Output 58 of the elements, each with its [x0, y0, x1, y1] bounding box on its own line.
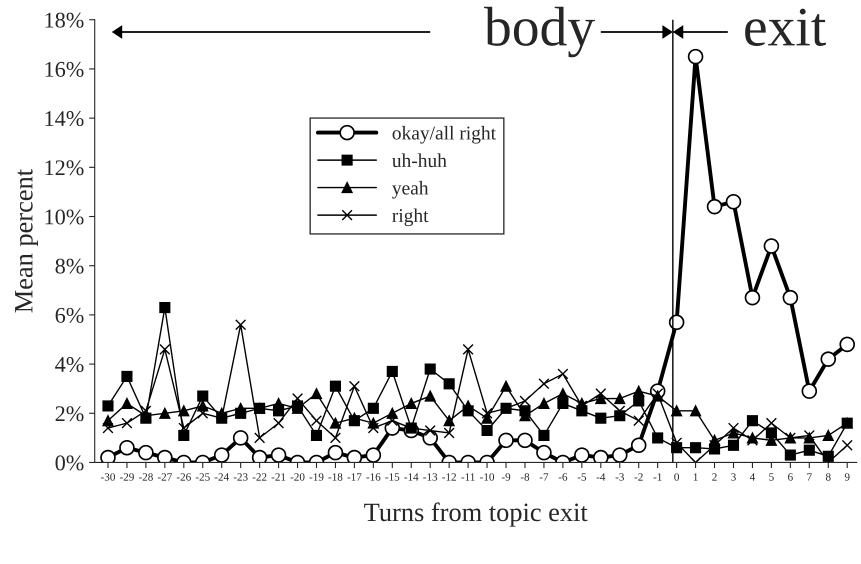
x-tick-label: -29	[120, 473, 134, 481]
legend-label: yeah	[392, 180, 428, 199]
x-tick-label: 1	[694, 473, 698, 481]
x-tick-label: -16	[366, 473, 380, 481]
y-tick-label: 16%	[46, 62, 84, 77]
y-tick-label: 0%	[56, 455, 84, 470]
x-tick-label: -24	[214, 473, 229, 481]
legend-label: right	[392, 208, 428, 226]
x-tick-label: 0	[674, 473, 679, 481]
x-tick-label: -4	[596, 473, 606, 481]
x-axis-title: Turns from topic exit	[364, 502, 588, 527]
x-tick-label: -19	[309, 473, 324, 481]
x-tick-label: -20	[290, 473, 305, 481]
x-tick-label: -11	[461, 473, 475, 481]
x-tick-label: -25	[196, 473, 210, 481]
x-tick-label: -12	[442, 473, 456, 481]
x-tick-label: 7	[807, 473, 812, 481]
x-tick-label: -17	[347, 473, 362, 481]
y-tick-label: 2%	[56, 406, 84, 422]
y-tick-label: 12%	[46, 160, 84, 176]
annotation: exit	[745, 8, 826, 46]
x-tick-label: 6	[788, 473, 793, 481]
x-tick-label: -14	[404, 473, 418, 481]
x-tick-label: -7	[540, 473, 548, 481]
x-tick-label: -9	[502, 473, 510, 481]
annotation: body	[484, 6, 595, 58]
x-tick-label: 3	[731, 473, 736, 481]
y-tick-label: 6%	[56, 308, 84, 323]
x-tick-label: -30	[100, 473, 115, 481]
x-tick-label: 2	[712, 473, 717, 481]
x-tick-label: 4	[750, 473, 756, 481]
x-tick-label: -2	[634, 473, 643, 481]
y-tick-label: 8%	[56, 258, 84, 274]
x-tick-label: 8	[826, 473, 831, 481]
x-tick-label: -22	[252, 473, 266, 481]
y-tick-label: 14%	[46, 111, 84, 126]
y-tick-label: 10%	[46, 209, 84, 225]
x-tick-label: -27	[158, 473, 172, 481]
x-tick-label: -23	[234, 473, 248, 481]
x-tick-label: -3	[616, 473, 624, 481]
x-tick-label: -13	[423, 473, 438, 481]
legend-label: uh-huh	[392, 153, 447, 168]
x-tick-label: -6	[558, 473, 568, 481]
x-tick-label: -1	[653, 473, 662, 481]
x-tick-label: -18	[328, 473, 342, 481]
x-tick-label: -8	[520, 473, 530, 481]
x-tick-label: 5	[769, 473, 774, 481]
x-tick-label: -28	[138, 473, 153, 481]
legend-label: okay/all right	[392, 126, 496, 144]
y-tick-label: 4%	[55, 357, 84, 372]
y-axis-title: Mean percent	[15, 169, 38, 313]
x-tick-label: -21	[272, 473, 286, 481]
x-tick-label: -5	[578, 473, 586, 481]
x-tick-label: -10	[480, 473, 494, 481]
y-tick-label: 18%	[46, 12, 84, 28]
x-tick-label: -26	[176, 473, 191, 481]
x-tick-label: -15	[385, 473, 400, 481]
x-tick-label: 9	[844, 473, 850, 481]
